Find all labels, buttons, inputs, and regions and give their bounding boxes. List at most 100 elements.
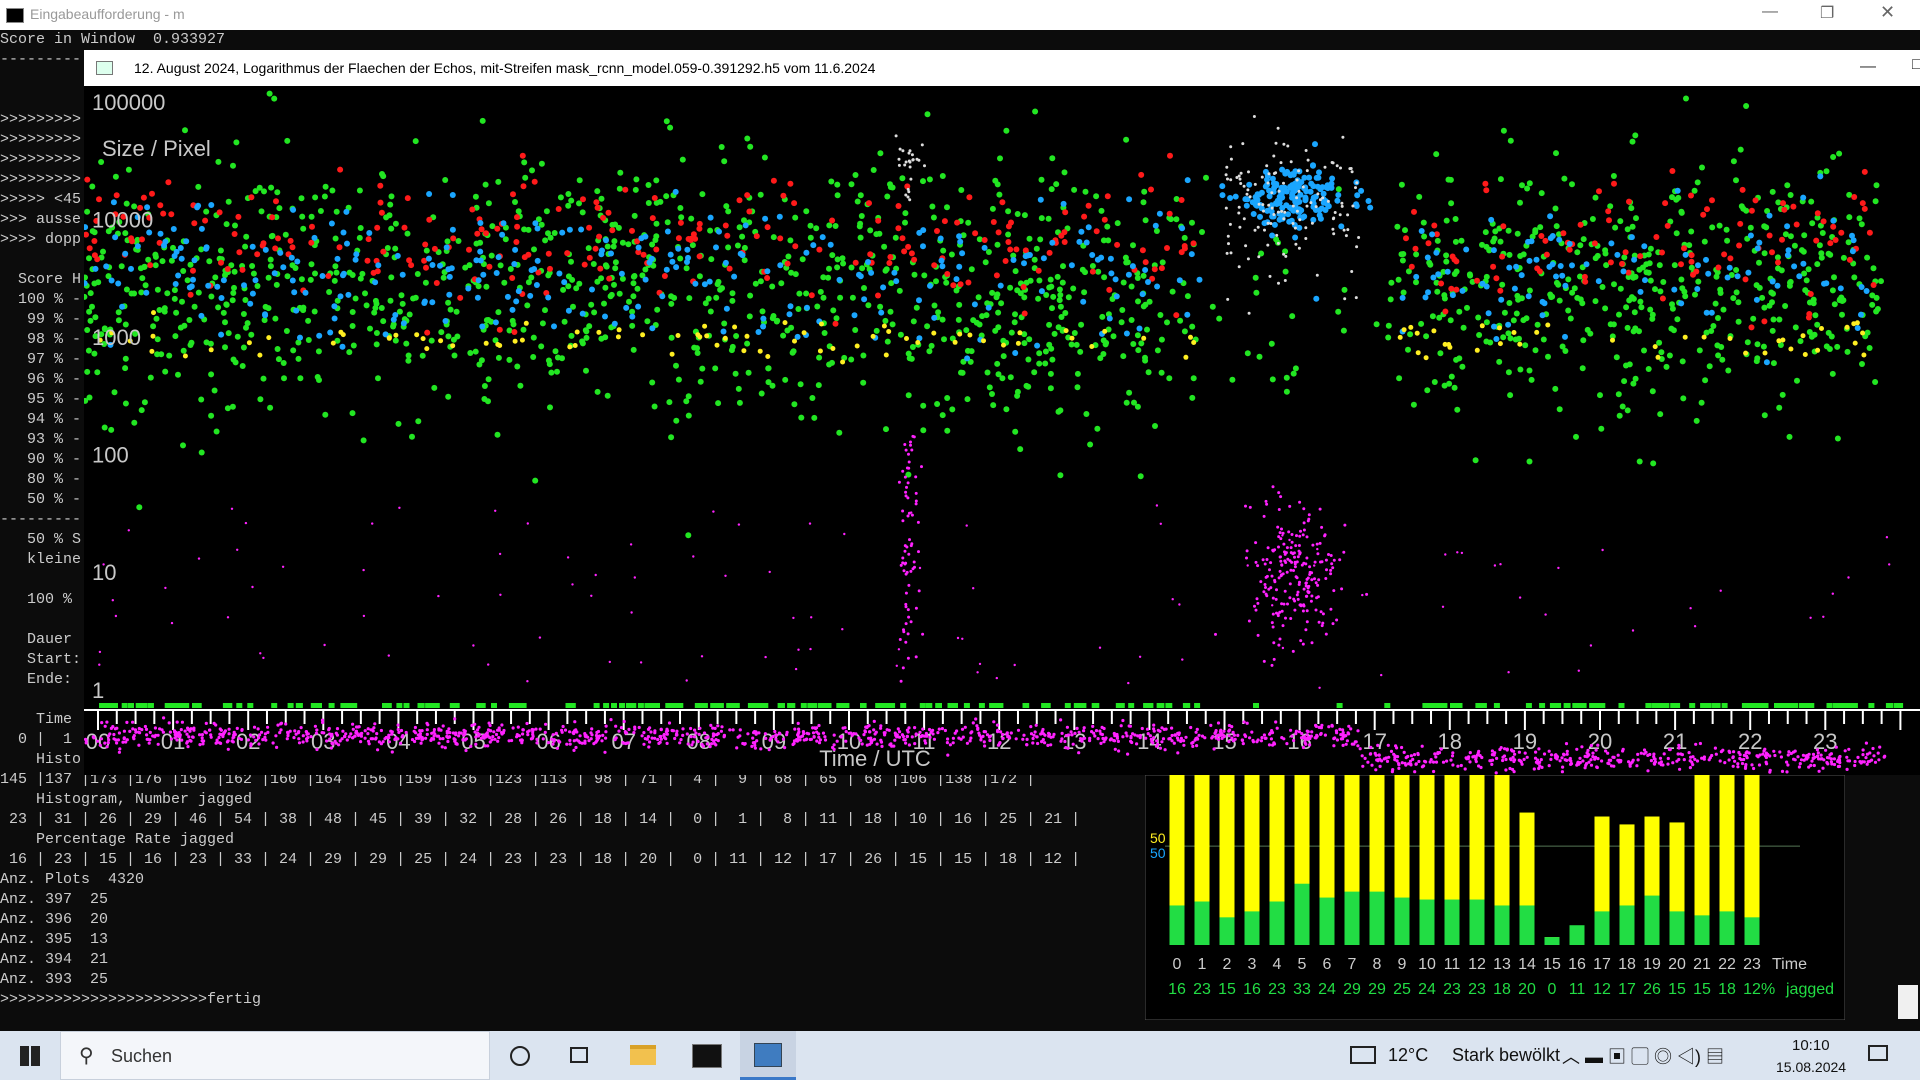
scatter-dot [519, 337, 525, 343]
restore-button[interactable]: ❐ [1820, 5, 1835, 22]
scatter-dot [1310, 221, 1314, 225]
scatter-dot [1324, 632, 1328, 636]
scatter-dot [600, 214, 607, 221]
scatter-dot [987, 735, 992, 739]
minimize-button[interactable]: — [1860, 58, 1876, 75]
scatter-dot [1652, 344, 1658, 350]
scatter-dot [87, 290, 94, 297]
scatter-dot [1342, 734, 1347, 738]
scatter-dot [344, 240, 350, 247]
minimize-button[interactable]: — [1762, 3, 1778, 20]
scatter-dot [840, 260, 847, 267]
scatter-dot [1434, 760, 1439, 764]
scatter-dot [105, 273, 112, 280]
scatter-dot [470, 723, 474, 728]
scatter-dot [689, 735, 693, 739]
scatter-dot [1289, 568, 1293, 572]
scatter-dot [96, 196, 102, 203]
scatter-dot [1497, 341, 1503, 347]
scatter-dot [1343, 297, 1347, 301]
scatter-dot [263, 735, 267, 739]
scatter-dot [1831, 301, 1838, 308]
scatter-dot [706, 735, 710, 739]
scatter-dot [739, 233, 746, 240]
scatter-dot [1776, 316, 1783, 323]
scatter-dot [208, 728, 212, 732]
scatter-dot [1283, 589, 1287, 593]
scatter-dot [633, 576, 636, 579]
scatter-dot [1730, 295, 1737, 302]
scatter-dot [357, 275, 364, 282]
scatter-dot [604, 392, 611, 399]
scatter-dot [223, 221, 230, 228]
scatter-dot [1464, 756, 1468, 760]
scatter-dot [1256, 633, 1260, 637]
scatter-dot [1035, 735, 1039, 739]
scatter-dot [1539, 758, 1543, 762]
scatter-dot [668, 300, 675, 307]
scatter-dot [1594, 252, 1601, 259]
scatter-dot [901, 666, 905, 670]
scatter-dot [542, 307, 548, 314]
scatter-dot [1805, 757, 1809, 761]
scatter-dot [688, 215, 695, 222]
scatter-dot [1500, 127, 1507, 134]
scatter-dot [1507, 671, 1510, 674]
scatter-dot [555, 206, 562, 212]
scatter-dot [1442, 308, 1449, 315]
scatter-dot [948, 251, 955, 258]
scatter-dot [659, 737, 663, 741]
scatter-dot [429, 262, 436, 268]
scatter-dot [1273, 201, 1280, 207]
scatter-dot [1038, 215, 1045, 222]
scatter-dot [316, 332, 323, 339]
scatter-dot [711, 726, 715, 730]
scatter-dot [1097, 355, 1104, 362]
scatter-dot [1277, 281, 1280, 285]
maximize-button[interactable]: □ [1912, 56, 1920, 73]
scatter-dot [1434, 288, 1441, 295]
scatter-dot [84, 327, 91, 333]
scatter-dot [1320, 190, 1327, 197]
scatter-dot [1591, 751, 1595, 755]
scatter-dot [1121, 718, 1125, 723]
scatter-dot [1271, 596, 1275, 600]
baseline-dot [1714, 703, 1721, 708]
scatter-dot [1761, 752, 1765, 756]
scatter-dot [315, 728, 319, 732]
scatter-dot [1316, 547, 1319, 551]
scatter-dot [1346, 228, 1350, 232]
scatter-dot [1142, 267, 1149, 273]
scatter-dot [906, 187, 910, 191]
scatter-dot [1194, 730, 1198, 734]
scatter-dot [1154, 744, 1159, 748]
scatter-dot [340, 332, 346, 338]
scatter-dot [1106, 286, 1113, 293]
scatter-dot [685, 236, 692, 242]
scatter-dot [818, 738, 823, 742]
scatter-dot [781, 737, 786, 741]
scatter-dot [1250, 730, 1254, 734]
scatter-dot [467, 350, 474, 356]
scatter-dot [110, 199, 117, 206]
scatter-dot [134, 730, 138, 734]
scatter-dot [1317, 620, 1321, 624]
scatter-dot [1856, 755, 1860, 760]
scatter-dot [721, 158, 728, 165]
scatter-dot [1070, 285, 1077, 292]
scatter-dot [1761, 318, 1768, 325]
scatter-dot [602, 284, 609, 291]
close-button[interactable]: ✕ [1880, 2, 1896, 22]
scatter-dot [1119, 724, 1123, 728]
scatter-dot [139, 236, 145, 243]
scatter-dot [861, 285, 867, 291]
scatter-dot [386, 736, 391, 740]
scatter-dot [901, 469, 905, 473]
scatter-dot [907, 552, 911, 556]
scatter-dot [1229, 157, 1233, 161]
scatter-dot [216, 209, 223, 216]
scatter-dot [675, 333, 681, 338]
scatter-dot [269, 214, 276, 221]
scatter-dot [105, 745, 109, 749]
scatter-dot [1262, 733, 1266, 737]
